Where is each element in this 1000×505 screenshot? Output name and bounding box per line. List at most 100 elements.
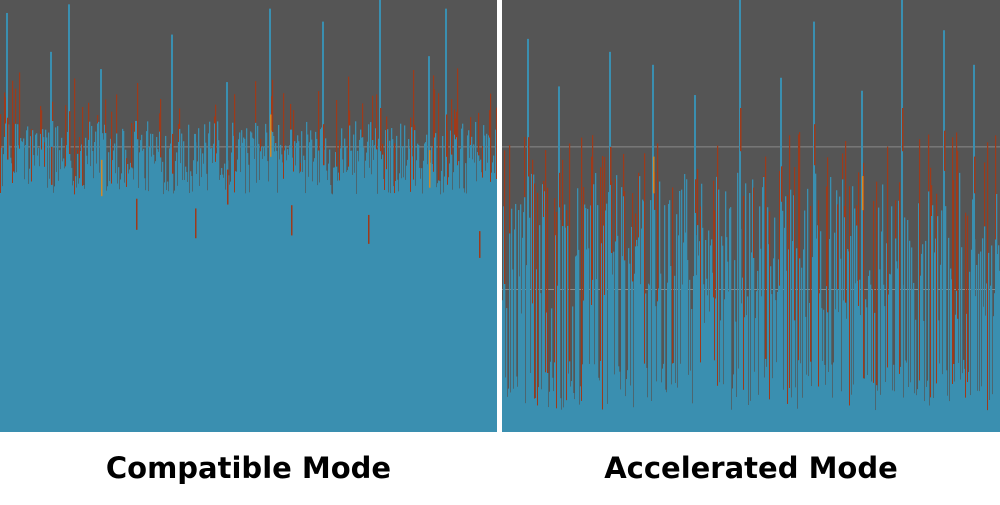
bar [16,172,18,432]
spike [697,169,699,226]
bar [539,225,541,432]
bar [300,171,302,432]
bar [783,389,785,432]
bar [299,173,301,432]
bar [292,157,294,432]
bar [810,361,812,432]
bar [495,129,497,432]
bar [104,124,106,432]
bar [142,150,144,432]
spike [160,99,162,158]
spike [537,192,539,406]
spike-tip [368,214,370,244]
bar [252,137,254,432]
bar [284,150,286,432]
bar [557,285,559,432]
bar [150,133,152,432]
bar [464,192,466,432]
bar [165,135,167,432]
bar [681,189,683,432]
bar [614,374,616,432]
bar [756,291,758,432]
bar [371,174,373,432]
bar [98,121,100,432]
bar [864,378,866,432]
bar [675,383,677,432]
bar [221,168,223,432]
bar [826,286,828,432]
bar [187,181,189,432]
spike [547,187,549,373]
bar [636,239,638,432]
bar [567,225,569,432]
bar [866,307,868,432]
bar [3,154,5,432]
bar [92,150,94,432]
bar [412,156,414,432]
bar [509,233,511,432]
bar [287,149,289,432]
tall-spike [445,8,447,432]
bar [520,204,522,432]
spike [842,153,844,180]
spike [995,135,997,240]
spike-tip [653,156,655,194]
bar [118,167,120,432]
bar [521,313,523,432]
bar [467,135,469,432]
bar [529,217,531,432]
bar [702,227,704,432]
compatible-mode-plot [0,0,497,432]
bar [438,180,440,432]
bar [672,363,674,432]
bar [903,397,905,432]
bar [659,181,661,432]
spike [384,152,386,190]
bar [568,373,570,432]
bar [305,193,307,432]
bar [677,387,679,432]
bar [27,126,29,432]
bar [153,154,155,432]
bar [453,172,455,432]
bar [213,143,215,432]
bar [26,130,28,432]
bar [279,159,281,432]
bar [645,293,647,432]
bar [707,295,709,432]
bar [271,130,273,432]
bar [688,374,690,432]
bar [658,288,660,432]
bar [598,377,600,432]
bar [17,124,19,432]
bar [149,146,151,432]
bar [59,150,61,432]
bar [366,152,368,432]
spike [455,118,457,140]
bar [777,291,779,432]
bar [430,162,432,432]
bar [335,152,337,432]
bar [952,383,954,432]
bar [767,207,769,432]
spike [856,205,858,226]
bar [137,139,139,432]
spike-tip [291,205,293,236]
bar [587,208,589,432]
bar [831,364,833,432]
spike [13,122,15,172]
bar [157,149,159,432]
bar [102,133,104,432]
bar [692,403,694,432]
spike-tip [559,172,561,208]
spike [858,172,860,306]
bar [764,377,766,432]
bar [268,181,270,432]
bar [327,180,329,432]
bar [679,190,681,432]
bar [642,199,644,432]
bar [546,312,548,432]
spike [456,111,458,138]
bar [820,231,822,432]
bar [196,173,198,432]
